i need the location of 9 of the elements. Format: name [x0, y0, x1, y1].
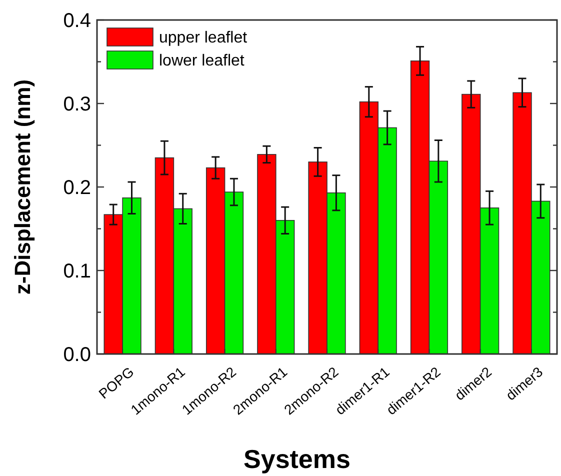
x-axis-title: Systems: [244, 444, 350, 474]
y-tick-label: 0.3: [63, 94, 91, 116]
y-tick-label: 0.2: [63, 177, 91, 199]
y-tick-label: 0.4: [63, 10, 91, 32]
y-tick-label: 0.1: [63, 260, 91, 282]
y-axis-title: z-Displacement (nm): [10, 79, 35, 295]
legend-label: lower leaflet: [159, 52, 245, 70]
legend-label: upper leaflet: [159, 30, 248, 47]
y-tick-label: 0.0: [63, 344, 91, 366]
